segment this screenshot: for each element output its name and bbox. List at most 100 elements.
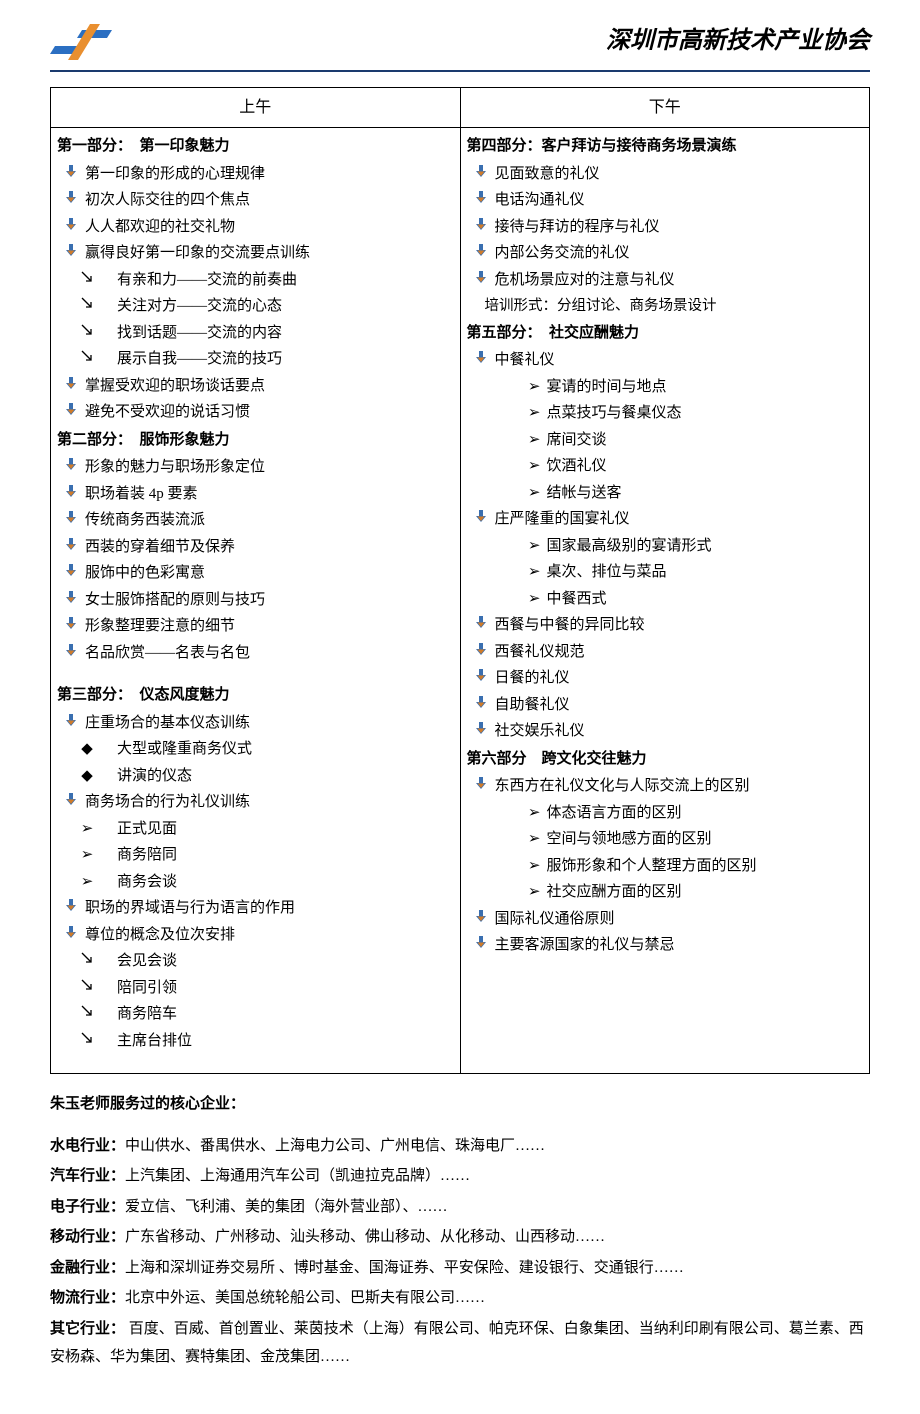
list-item-text: 东西方在礼仪文化与人际交流上的区别 — [495, 774, 864, 800]
down-arrow-icon — [57, 400, 85, 426]
client-row: 金融行业：上海和深圳证券交易所 、博时基金、国海证券、平安保险、建设银行、交通银… — [50, 1254, 870, 1283]
section-title: 第一部分： 第一印象魅力 — [57, 134, 454, 160]
list-item-text: 商务会谈 — [117, 870, 454, 896]
list-item-text: 体态语言方面的区别 — [547, 801, 864, 827]
client-row: 其它行业： 百度、百威、首创置业、莱茵技术（上海）有限公司、帕克环保、白象集团、… — [50, 1315, 870, 1372]
list-item: 主要客源国家的礼仪与禁忌 — [467, 933, 864, 959]
list-item-text: 找到话题——交流的内容 — [117, 321, 454, 347]
client-row: 水电行业：中山供水、番禺供水、上海电力公司、广州电信、珠海电厂…… — [50, 1132, 870, 1161]
list-item-text: 自助餐礼仪 — [495, 693, 864, 719]
list-item-text: 女士服饰搭配的原则与技巧 — [85, 588, 454, 614]
client-label: 移动行业： — [50, 1229, 125, 1245]
list-item-text: 国家最高级别的宴请形式 — [547, 534, 864, 560]
list-item-text: 大型或隆重商务仪式 — [117, 737, 454, 763]
chevron-right-icon: ➢ — [467, 375, 547, 401]
list-item-text: 陪同引领 — [117, 976, 454, 1002]
chevron-right-icon: ➢ — [467, 481, 547, 507]
chevron-right-icon: ➢ — [57, 817, 117, 843]
list-item: 西餐与中餐的异同比较 — [467, 613, 864, 639]
client-label: 汽车行业： — [50, 1168, 125, 1184]
client-row: 电子行业：爱立信、飞利浦、美的集团（海外营业部）、…… — [50, 1193, 870, 1222]
afternoon-cell: 第四部分：客户拜访与接待商务场景演练见面致意的礼仪电话沟通礼仪接待与拜访的程序与… — [460, 128, 870, 1074]
chevron-right-icon: ➢ — [467, 454, 547, 480]
note-line: 培训形式：分组讨论、商务场景设计 — [467, 294, 864, 319]
list-item-text: 职场的界域语与行为语言的作用 — [85, 896, 454, 922]
list-item: 主席台排位 — [57, 1029, 454, 1055]
list-item: 庄重场合的基本仪态训练 — [57, 711, 454, 737]
slash-arrow-icon — [57, 1002, 117, 1028]
list-item-text: 商务陪车 — [117, 1002, 454, 1028]
list-item: 赢得良好第一印象的交流要点训练 — [57, 241, 454, 267]
down-arrow-icon — [467, 719, 495, 745]
section-title: 第三部分： 仪态风度魅力 — [57, 683, 454, 709]
client-label: 物流行业： — [50, 1290, 125, 1306]
section-title: 第二部分： 服饰形象魅力 — [57, 428, 454, 454]
list-item-text: 宴请的时间与地点 — [547, 375, 864, 401]
list-item: ➢桌次、排位与菜品 — [467, 560, 864, 586]
down-arrow-icon — [57, 162, 85, 188]
list-item-text: 席间交谈 — [547, 428, 864, 454]
down-arrow-icon — [57, 923, 85, 949]
list-item: ➢国家最高级别的宴请形式 — [467, 534, 864, 560]
slash-arrow-icon — [57, 294, 117, 320]
down-arrow-icon — [57, 614, 85, 640]
chevron-right-icon: ➢ — [57, 870, 117, 896]
col-header-morning: 上午 — [51, 88, 461, 128]
client-text: 上海和深圳证券交易所 、博时基金、国海证券、平安保险、建设银行、交通银行…… — [125, 1260, 684, 1276]
list-item: ◆大型或隆重商务仪式 — [57, 737, 454, 763]
list-item-text: 主要客源国家的礼仪与禁忌 — [495, 933, 864, 959]
list-item: 职场的界域语与行为语言的作用 — [57, 896, 454, 922]
slash-arrow-icon — [57, 321, 117, 347]
list-item: 女士服饰搭配的原则与技巧 — [57, 588, 454, 614]
slash-arrow-icon — [57, 268, 117, 294]
down-arrow-icon — [467, 162, 495, 188]
list-item-text: 危机场景应对的注意与礼仪 — [495, 268, 864, 294]
list-item: 商务陪车 — [57, 1002, 454, 1028]
client-row: 物流行业：北京中外运、美国总统轮船公司、巴斯夫有限公司…… — [50, 1284, 870, 1313]
down-arrow-icon — [467, 268, 495, 294]
list-item: 掌握受欢迎的职场谈话要点 — [57, 374, 454, 400]
list-item-text: 中餐西式 — [547, 587, 864, 613]
list-item: ➢商务会谈 — [57, 870, 454, 896]
down-arrow-icon — [467, 215, 495, 241]
list-item: 内部公务交流的礼仪 — [467, 241, 864, 267]
list-item-text: 形象的魅力与职场形象定位 — [85, 455, 454, 481]
list-item-text: 形象整理要注意的细节 — [85, 614, 454, 640]
list-item: ➢宴请的时间与地点 — [467, 375, 864, 401]
down-arrow-icon — [57, 535, 85, 561]
down-arrow-icon — [57, 896, 85, 922]
list-item-text: 中餐礼仪 — [495, 348, 864, 374]
list-item: 东西方在礼仪文化与人际交流上的区别 — [467, 774, 864, 800]
client-label: 其它行业： — [50, 1321, 125, 1337]
down-arrow-icon — [57, 455, 85, 481]
down-arrow-icon — [57, 374, 85, 400]
down-arrow-icon — [467, 933, 495, 959]
list-item-text: 西餐礼仪规范 — [495, 640, 864, 666]
list-item-text: 接待与拜访的程序与礼仪 — [495, 215, 864, 241]
list-item: 见面致意的礼仪 — [467, 162, 864, 188]
down-arrow-icon — [467, 507, 495, 533]
list-item: 庄严隆重的国宴礼仪 — [467, 507, 864, 533]
list-item: 职场着装 4p 要素 — [57, 482, 454, 508]
chevron-right-icon: ➢ — [467, 827, 547, 853]
down-arrow-icon — [57, 711, 85, 737]
list-item: ➢席间交谈 — [467, 428, 864, 454]
list-item: 第一印象的形成的心理规律 — [57, 162, 454, 188]
morning-cell: 第一部分： 第一印象魅力第一印象的形成的心理规律初次人际交往的四个焦点人人都欢迎… — [51, 128, 461, 1074]
list-item-text: 尊位的概念及位次安排 — [85, 923, 454, 949]
client-text: 上汽集团、上海通用汽车公司（凯迪拉克品牌）…… — [125, 1168, 470, 1184]
client-text: 广东省移动、广州移动、汕头移动、佛山移动、从化移动、山西移动…… — [125, 1229, 605, 1245]
chevron-right-icon: ➢ — [467, 880, 547, 906]
list-item-text: 内部公务交流的礼仪 — [495, 241, 864, 267]
slash-arrow-icon — [57, 949, 117, 975]
list-item-text: 主席台排位 — [117, 1029, 454, 1055]
client-text: 北京中外运、美国总统轮船公司、巴斯夫有限公司…… — [125, 1290, 485, 1306]
diamond-icon: ◆ — [57, 764, 117, 790]
list-item: 日餐的礼仪 — [467, 666, 864, 692]
list-item-text: 展示自我——交流的技巧 — [117, 347, 454, 373]
list-item-text: 初次人际交往的四个焦点 — [85, 188, 454, 214]
spacer — [57, 1055, 454, 1069]
list-item-text: 正式见面 — [117, 817, 454, 843]
schedule-table: 上午 下午 第一部分： 第一印象魅力第一印象的形成的心理规律初次人际交往的四个焦… — [50, 87, 870, 1074]
client-label: 电子行业： — [50, 1199, 125, 1215]
